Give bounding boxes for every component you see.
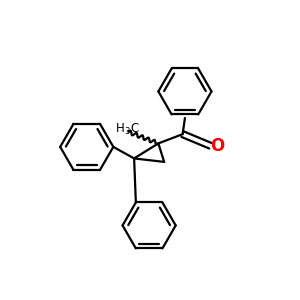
Text: O: O bbox=[211, 137, 225, 155]
Text: C: C bbox=[130, 122, 138, 135]
Text: H: H bbox=[116, 122, 124, 135]
Text: 3: 3 bbox=[124, 127, 130, 136]
